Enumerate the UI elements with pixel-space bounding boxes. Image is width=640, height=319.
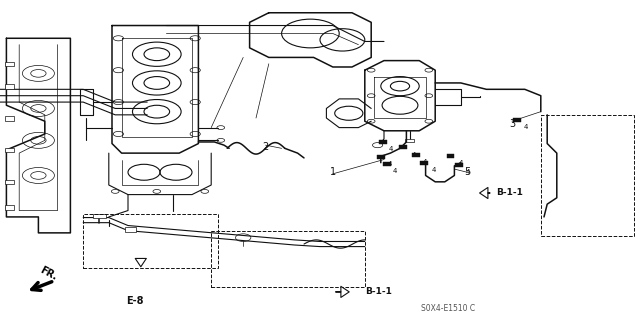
Text: 1: 1 xyxy=(330,167,336,177)
Text: 4: 4 xyxy=(458,160,463,167)
Bar xyxy=(399,145,407,149)
Bar xyxy=(405,139,414,142)
Bar xyxy=(5,205,14,210)
Text: S0X4-E1510 C: S0X4-E1510 C xyxy=(421,304,475,313)
Text: E-8: E-8 xyxy=(125,296,143,307)
Bar xyxy=(5,180,14,184)
Bar xyxy=(383,162,391,166)
Bar xyxy=(125,227,136,232)
FancyArrowPatch shape xyxy=(135,258,147,267)
Text: 4: 4 xyxy=(422,159,427,165)
Bar xyxy=(513,118,521,122)
Text: 4: 4 xyxy=(466,169,470,175)
Bar xyxy=(455,163,463,167)
Bar xyxy=(377,155,385,159)
Text: 4: 4 xyxy=(389,146,394,152)
Text: 4: 4 xyxy=(387,161,392,167)
FancyArrowPatch shape xyxy=(479,188,490,198)
Bar xyxy=(447,154,454,158)
Text: B-1-1: B-1-1 xyxy=(365,287,392,296)
Text: 4: 4 xyxy=(392,168,397,174)
Bar xyxy=(83,214,218,268)
Text: FR.: FR. xyxy=(38,265,58,282)
Text: 4: 4 xyxy=(524,124,528,130)
Circle shape xyxy=(201,189,209,193)
Circle shape xyxy=(153,189,161,193)
Bar xyxy=(420,161,428,165)
Bar xyxy=(5,62,14,66)
Bar xyxy=(541,115,634,236)
Bar xyxy=(5,148,14,152)
Bar xyxy=(5,84,14,89)
Text: 5: 5 xyxy=(464,167,470,177)
Text: B-1-1: B-1-1 xyxy=(496,189,523,197)
Bar xyxy=(412,153,420,157)
Bar xyxy=(379,140,387,144)
Bar xyxy=(5,116,14,121)
Text: 3: 3 xyxy=(509,119,515,130)
Circle shape xyxy=(111,189,119,193)
Text: 4: 4 xyxy=(431,167,436,173)
Text: 2: 2 xyxy=(262,142,269,152)
Text: 4: 4 xyxy=(412,152,416,158)
FancyArrowPatch shape xyxy=(335,286,349,297)
Bar xyxy=(211,231,365,287)
Bar xyxy=(93,214,106,218)
